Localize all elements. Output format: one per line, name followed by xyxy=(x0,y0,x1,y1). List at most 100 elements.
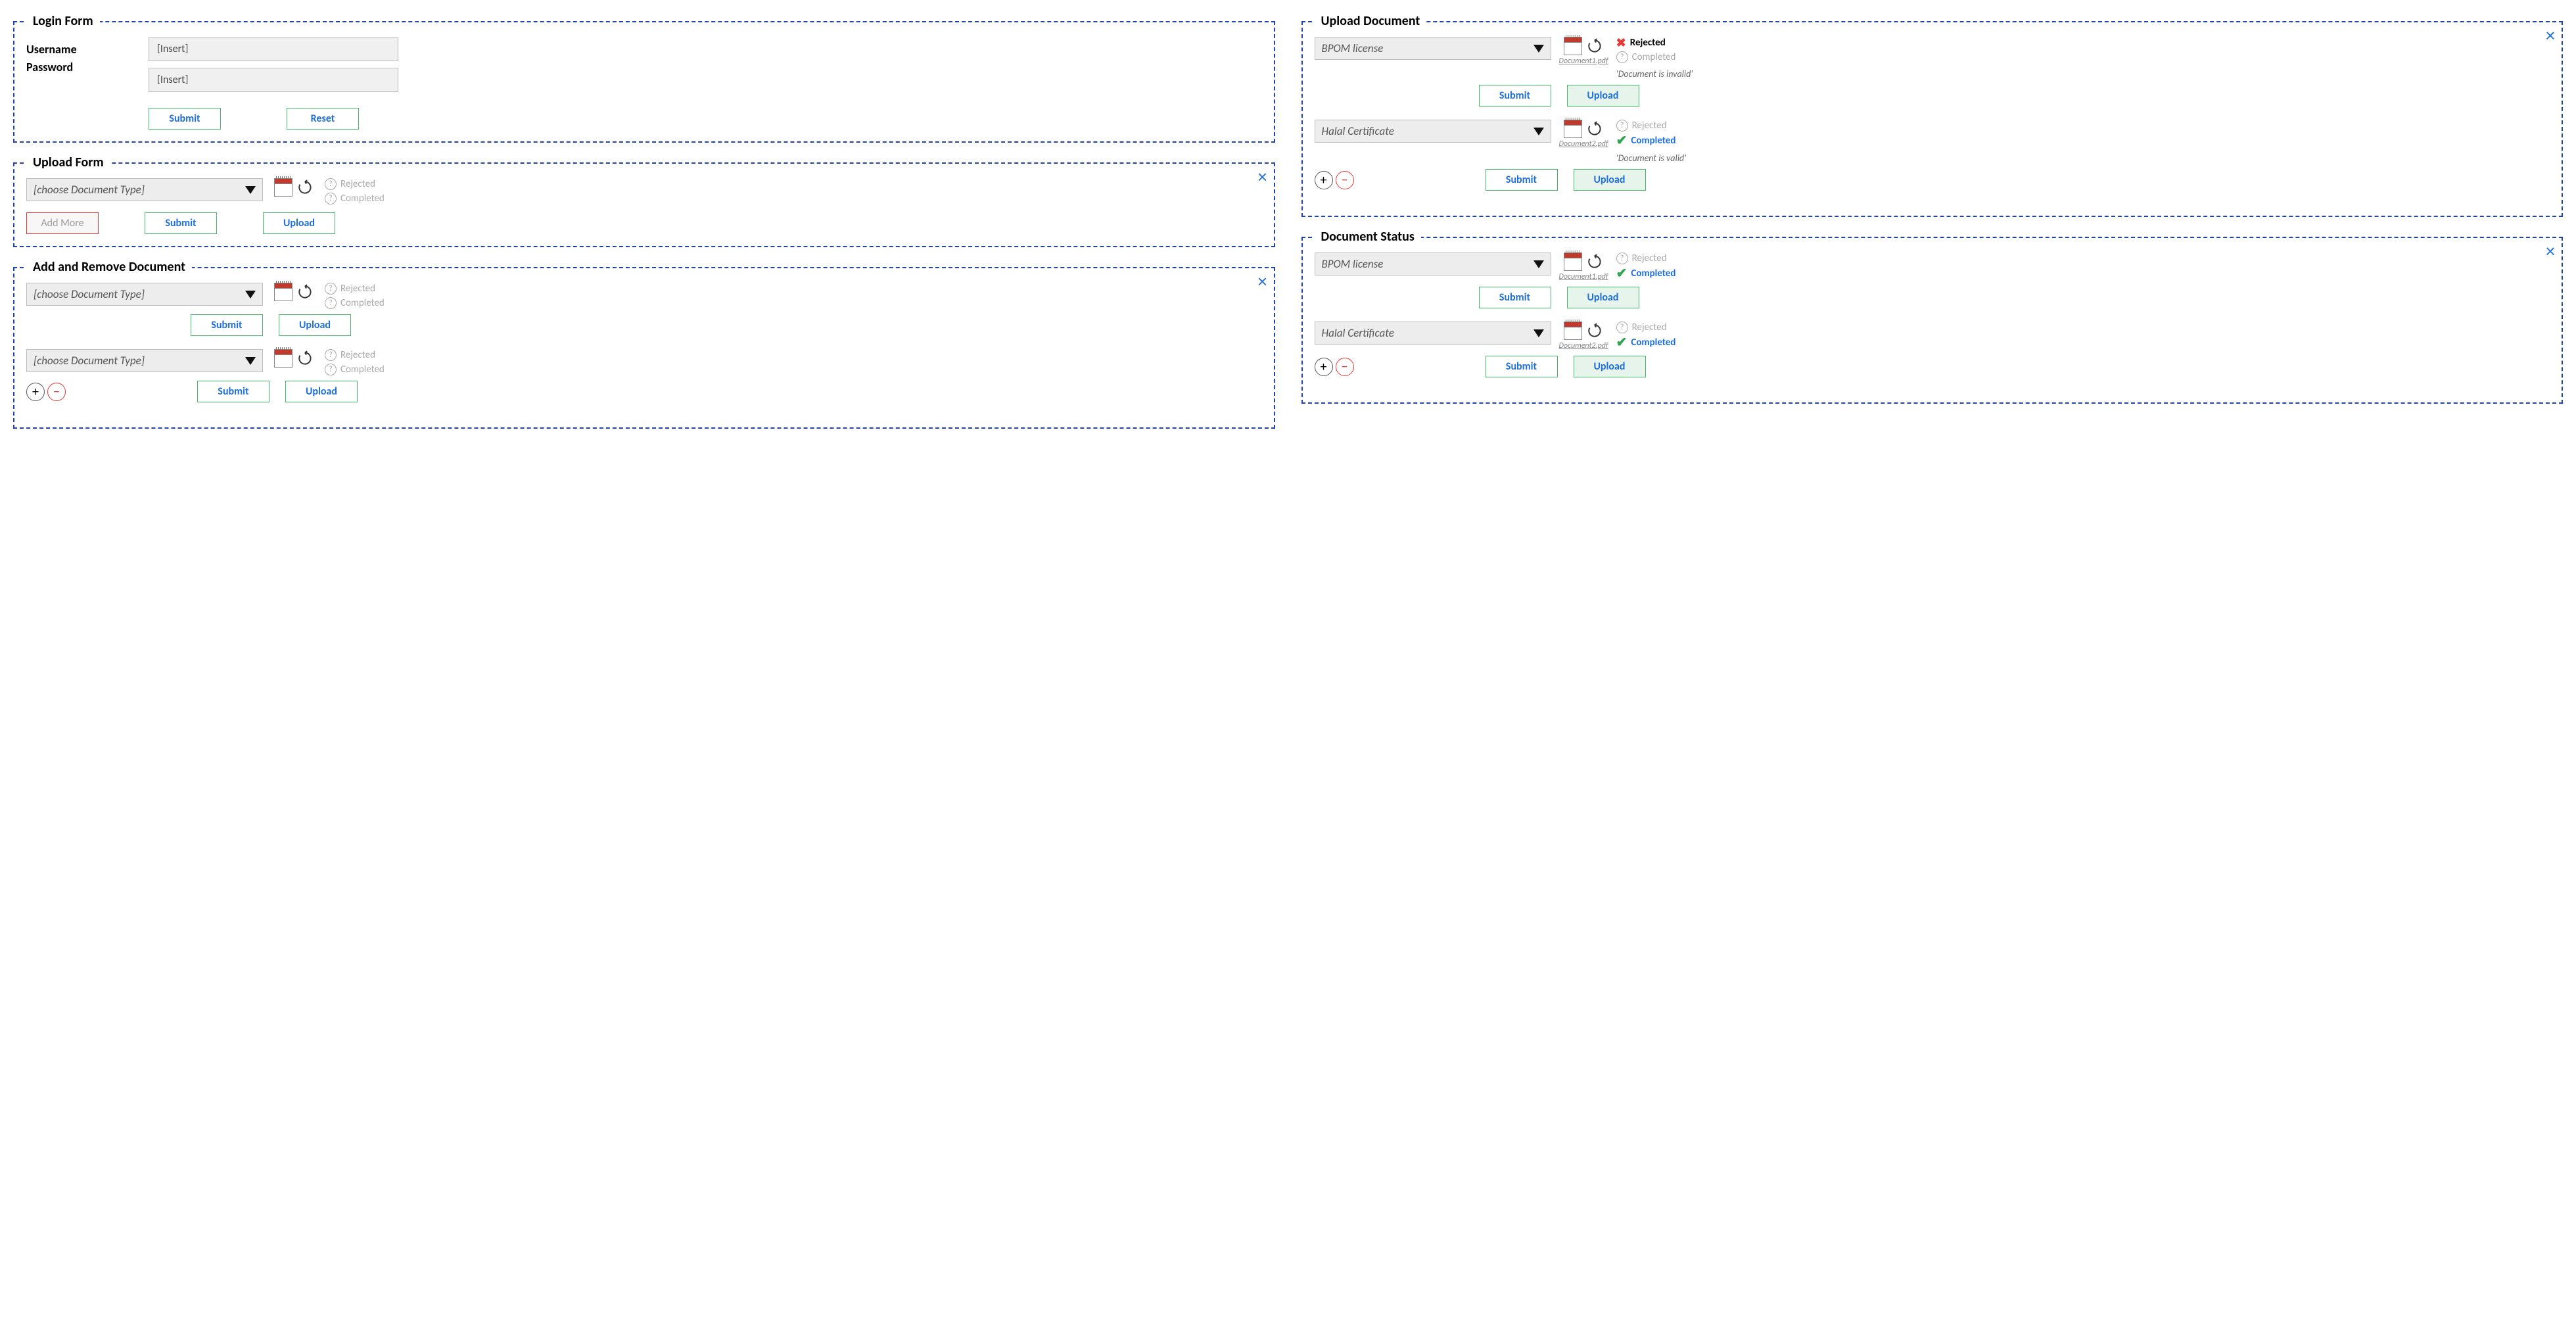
status-rejected: Rejected xyxy=(340,349,375,361)
upload-button[interactable]: Upload xyxy=(285,381,358,402)
status-rejected: Rejected xyxy=(340,283,375,295)
submit-button[interactable]: Submit xyxy=(149,108,221,130)
file-name[interactable]: Document1.pdf xyxy=(1559,272,1608,281)
panel-upload-form: Upload Form × [choose Document Type] ?Re… xyxy=(13,162,1275,247)
remove-row-button[interactable]: − xyxy=(47,383,66,401)
upload-button[interactable]: Upload xyxy=(1574,169,1646,191)
status-completed: Completed xyxy=(1632,51,1676,63)
close-icon[interactable]: × xyxy=(1258,168,1267,186)
add-row-button[interactable]: + xyxy=(26,383,45,401)
question-icon: ? xyxy=(1616,252,1628,264)
refresh-icon[interactable] xyxy=(296,179,314,196)
submit-button[interactable]: Submit xyxy=(197,381,269,402)
check-icon: ✔ xyxy=(1616,267,1628,280)
file-name[interactable]: Document2.pdf xyxy=(1559,341,1608,350)
submit-button[interactable]: Submit xyxy=(145,212,217,234)
refresh-icon[interactable] xyxy=(1586,37,1603,55)
panel-title: Upload Document xyxy=(1315,13,1427,29)
calendar-icon[interactable] xyxy=(1564,120,1582,138)
check-icon: ✔ xyxy=(1616,134,1628,147)
question-icon: ? xyxy=(325,193,337,204)
document-type-select[interactable]: [choose Document Type] xyxy=(26,283,263,306)
chevron-down-icon xyxy=(245,357,256,365)
calendar-icon[interactable] xyxy=(1564,322,1582,340)
question-icon: ? xyxy=(325,283,337,295)
chevron-down-icon xyxy=(1534,260,1544,268)
label-username: Username xyxy=(26,41,138,59)
panel-upload-document: Upload Document × BPOM license Document1… xyxy=(1301,21,2564,217)
chevron-down-icon xyxy=(1534,329,1544,337)
document-block: [choose Document Type] ?Rejected ?Comple… xyxy=(26,349,1262,402)
close-icon[interactable]: × xyxy=(2546,26,2555,45)
refresh-icon[interactable] xyxy=(296,283,314,300)
submit-button[interactable]: Submit xyxy=(1479,287,1551,308)
calendar-icon[interactable] xyxy=(1564,37,1582,55)
x-icon: ✖ xyxy=(1616,37,1626,49)
add-row-button[interactable]: + xyxy=(1315,358,1333,376)
calendar-icon[interactable] xyxy=(274,349,293,368)
status-rejected: Rejected xyxy=(1632,252,1667,264)
submit-button[interactable]: Submit xyxy=(191,314,263,336)
submit-button[interactable]: Submit xyxy=(1479,85,1551,107)
document-type-select[interactable]: [choose Document Type] xyxy=(26,178,263,201)
calendar-icon[interactable] xyxy=(274,283,293,301)
status-completed: Completed xyxy=(1631,337,1675,348)
username-field[interactable]: [Insert] xyxy=(149,37,398,61)
question-icon: ? xyxy=(1616,322,1628,333)
password-field[interactable]: [Insert] xyxy=(149,68,398,92)
question-icon: ? xyxy=(1616,120,1628,132)
status-completed: Completed xyxy=(340,193,385,204)
document-type-select[interactable]: [choose Document Type] xyxy=(26,349,263,372)
upload-button[interactable]: Upload xyxy=(279,314,351,336)
chevron-down-icon xyxy=(1534,128,1544,135)
file-name[interactable]: Document1.pdf xyxy=(1559,57,1608,66)
upload-button[interactable]: Upload xyxy=(263,212,335,234)
upload-button[interactable]: Upload xyxy=(1574,356,1646,377)
chevron-down-icon xyxy=(245,291,256,299)
select-placeholder: [choose Document Type] xyxy=(34,287,145,301)
close-icon[interactable]: × xyxy=(1258,272,1267,291)
submit-button[interactable]: Submit xyxy=(1486,356,1558,377)
reset-button[interactable]: Reset xyxy=(287,108,359,130)
panel-title: Upload Form xyxy=(26,155,110,170)
submit-button[interactable]: Submit xyxy=(1486,169,1558,191)
question-icon: ? xyxy=(1616,51,1628,63)
document-type-select[interactable]: BPOM license xyxy=(1315,252,1551,276)
question-icon: ? xyxy=(325,349,337,361)
document-type-select[interactable]: BPOM license xyxy=(1315,37,1551,60)
document-block: [choose Document Type] ?Rejected ?Comple… xyxy=(26,283,1262,336)
remove-row-button[interactable]: − xyxy=(1336,171,1354,189)
panel-title: Add and Remove Document xyxy=(26,259,192,275)
close-icon[interactable]: × xyxy=(2546,242,2555,260)
select-value: BPOM license xyxy=(1322,257,1384,271)
status-rejected: Rejected xyxy=(1632,322,1667,333)
select-placeholder: [choose Document Type] xyxy=(34,183,145,197)
document-type-select[interactable]: Halal Certificate xyxy=(1315,120,1551,143)
select-value: Halal Certificate xyxy=(1322,124,1394,138)
upload-button[interactable]: Upload xyxy=(1567,287,1639,308)
add-row-button[interactable]: + xyxy=(1315,171,1333,189)
calendar-icon[interactable] xyxy=(274,178,293,197)
refresh-icon[interactable] xyxy=(296,350,314,367)
add-more-button[interactable]: Add More xyxy=(26,212,99,234)
select-value: Halal Certificate xyxy=(1322,326,1394,340)
remove-row-button[interactable]: − xyxy=(1336,358,1354,376)
question-icon: ? xyxy=(325,297,337,309)
panel-add-remove: Add and Remove Document × [choose Docume… xyxy=(13,267,1275,429)
panel-login-form: Login Form Username Password [Insert] [I… xyxy=(13,21,1275,143)
label-password: Password xyxy=(26,59,138,76)
document-type-select[interactable]: Halal Certificate xyxy=(1315,322,1551,345)
upload-button[interactable]: Upload xyxy=(1567,85,1639,107)
login-labels: Username Password xyxy=(26,37,138,130)
refresh-icon[interactable] xyxy=(1586,120,1603,137)
refresh-icon[interactable] xyxy=(1586,253,1603,270)
refresh-icon[interactable] xyxy=(1586,322,1603,339)
calendar-icon[interactable] xyxy=(1564,252,1582,271)
chevron-down-icon xyxy=(1534,45,1544,53)
question-icon: ? xyxy=(325,364,337,375)
file-name[interactable]: Document2.pdf xyxy=(1559,139,1608,149)
chevron-down-icon xyxy=(245,186,256,194)
select-placeholder: [choose Document Type] xyxy=(34,354,145,368)
question-icon: ? xyxy=(325,178,337,190)
status-note: 'Document is invalid' xyxy=(1616,68,1728,80)
